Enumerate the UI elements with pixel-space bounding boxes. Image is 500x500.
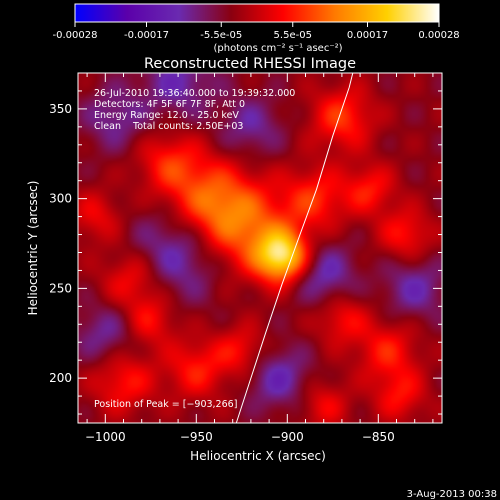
y-tick-label: 350 <box>49 102 72 116</box>
colorbar-tick-label: 5.5e-05 <box>274 30 312 41</box>
y-tick-label: 250 <box>49 281 72 295</box>
x-tick-labels: −1000 −950 −900 −850 <box>85 430 395 444</box>
colorbar-strip <box>74 3 440 23</box>
colorbar-units: (photons cm⁻² s⁻¹ asec⁻²) <box>213 43 342 54</box>
footer-timestamp: 3-Aug-2013 00:38 <box>407 489 497 500</box>
peak-position-label: Position of Peak = [−903,266] <box>94 399 237 410</box>
colorbar-tick-label: -0.00017 <box>124 30 169 41</box>
x-tick-label: −1000 <box>85 430 126 444</box>
info-line-detectors: Detectors: 4F 5F 6F 7F 8F, Att 0 <box>94 99 245 110</box>
colorbar-tick-label: -5.5e-05 <box>200 30 242 41</box>
x-axis-label: Heliocentric X (arcsec) <box>190 449 326 463</box>
colorbar-tick-label: 0.00017 <box>347 30 388 41</box>
info-line-time: 26-Jul-2010 19:36:40.000 to 19:39:32.000 <box>94 88 295 99</box>
colorbar: -0.00028 -0.00017 -5.5e-05 5.5e-05 0.00017 0.… <box>53 3 460 54</box>
colorbar-ticks: -0.00028 -0.00017 -5.5e-05 5.5e-05 0.00017 0.… <box>53 22 460 41</box>
colorbar-tick-label: 0.00028 <box>418 30 459 41</box>
info-line-counts: Clean Total counts: 2.50E+03 <box>94 121 243 132</box>
chart-title: Reconstructed RHESSI Image <box>144 56 356 72</box>
y-tick-labels: 200 250 300 350 <box>49 102 72 385</box>
x-tick-label: −900 <box>271 430 304 444</box>
axis-ticks <box>78 72 442 423</box>
plot-frame <box>77 72 443 424</box>
x-tick-label: −950 <box>180 430 213 444</box>
y-tick-label: 200 <box>49 371 72 385</box>
plot-area: 26-Jul-2010 19:36:40.000 to 19:39:32.000… <box>77 72 443 424</box>
colorbar-tick-label: -0.00028 <box>53 30 98 41</box>
y-tick-label: 300 <box>49 192 72 206</box>
heatmap-image <box>78 73 442 423</box>
solar-limb-line <box>235 73 354 423</box>
x-tick-label: −850 <box>362 430 395 444</box>
info-box: 26-Jul-2010 19:36:40.000 to 19:39:32.000… <box>94 88 295 132</box>
info-line-energy: Energy Range: 12.0 - 25.0 keV <box>94 110 239 121</box>
y-axis-label: Heliocentric Y (arcsec) <box>26 181 40 316</box>
